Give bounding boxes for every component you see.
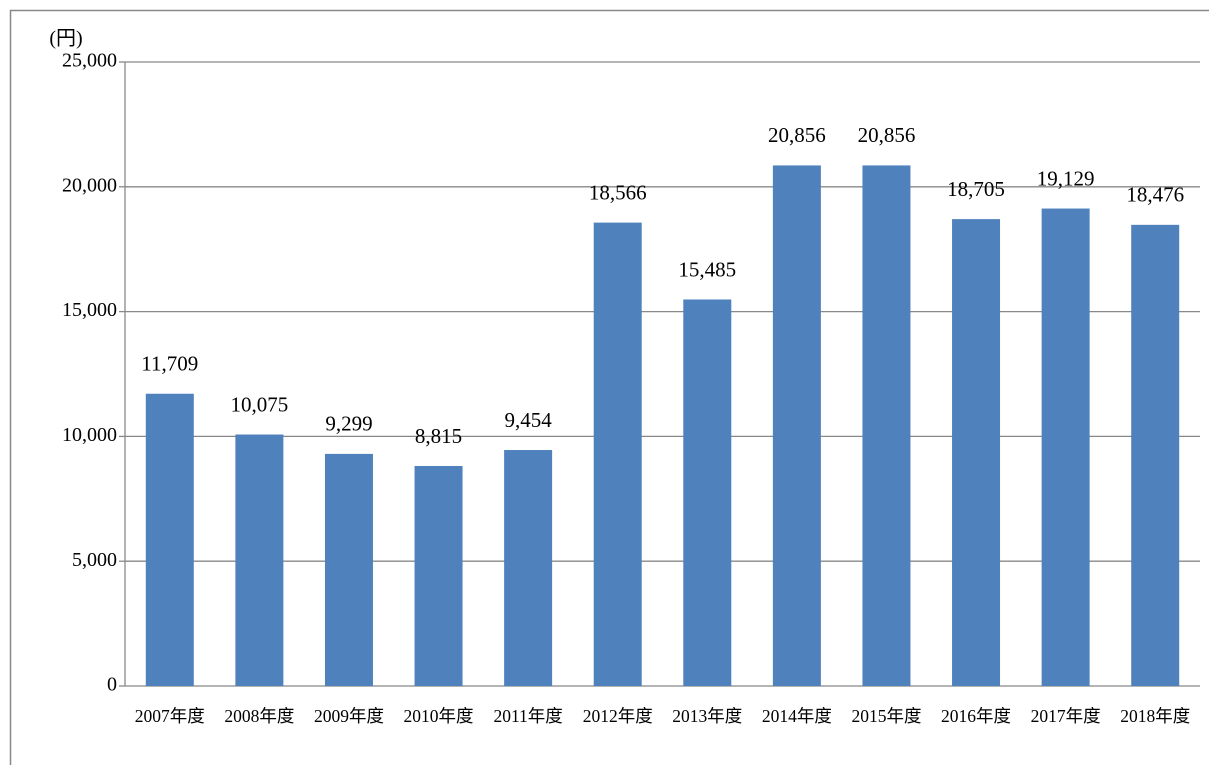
bar — [324, 453, 373, 686]
data-label: 18,476 — [1126, 183, 1184, 207]
bar — [1041, 208, 1090, 686]
bar — [145, 393, 194, 686]
bar — [1131, 224, 1180, 686]
unit-label: (円) — [49, 28, 82, 50]
x-tick-label: 2010年度 — [404, 706, 474, 726]
x-tick-label: 2014年度 — [762, 706, 832, 726]
x-tick-label: 2011年度 — [493, 706, 562, 726]
bar — [862, 165, 911, 687]
x-tick-label: 2013年度 — [672, 706, 742, 726]
bar — [772, 165, 821, 687]
x-tick-label: 2018年度 — [1120, 706, 1190, 726]
y-tick-label: 25,000 — [62, 50, 117, 72]
bar — [683, 299, 732, 686]
y-tick-label: 15,000 — [62, 299, 117, 321]
data-label: 8,815 — [415, 424, 462, 448]
x-tick-label: 2012年度 — [583, 706, 653, 726]
data-label: 20,856 — [768, 123, 826, 147]
x-tick-label: 2009年度 — [314, 706, 384, 726]
y-tick-label: 5,000 — [72, 549, 117, 571]
bar — [593, 222, 642, 686]
chart-frame — [9, 9, 1209, 765]
bar — [235, 434, 284, 686]
y-tick-label: 10,000 — [62, 424, 117, 446]
data-label: 18,566 — [589, 180, 647, 204]
y-tick-label: 20,000 — [62, 174, 117, 196]
x-tick-label: 2007年度 — [135, 706, 205, 726]
data-label: 15,485 — [678, 257, 736, 281]
data-label: 19,129 — [1037, 166, 1095, 190]
x-tick-label: 2016年度 — [941, 706, 1011, 726]
data-label: 11,709 — [141, 352, 198, 376]
bar — [504, 450, 553, 686]
data-label: 18,705 — [947, 177, 1005, 201]
x-tick-label: 2015年度 — [851, 706, 921, 726]
x-tick-label: 2017年度 — [1031, 706, 1101, 726]
bar — [414, 465, 463, 686]
data-label: 10,075 — [231, 392, 289, 416]
data-label: 9,454 — [505, 408, 553, 432]
data-label: 9,299 — [325, 412, 372, 436]
y-tick-label: 0 — [107, 674, 117, 696]
bar — [952, 219, 1001, 686]
data-label: 20,856 — [858, 123, 916, 147]
x-tick-label: 2008年度 — [224, 706, 294, 726]
